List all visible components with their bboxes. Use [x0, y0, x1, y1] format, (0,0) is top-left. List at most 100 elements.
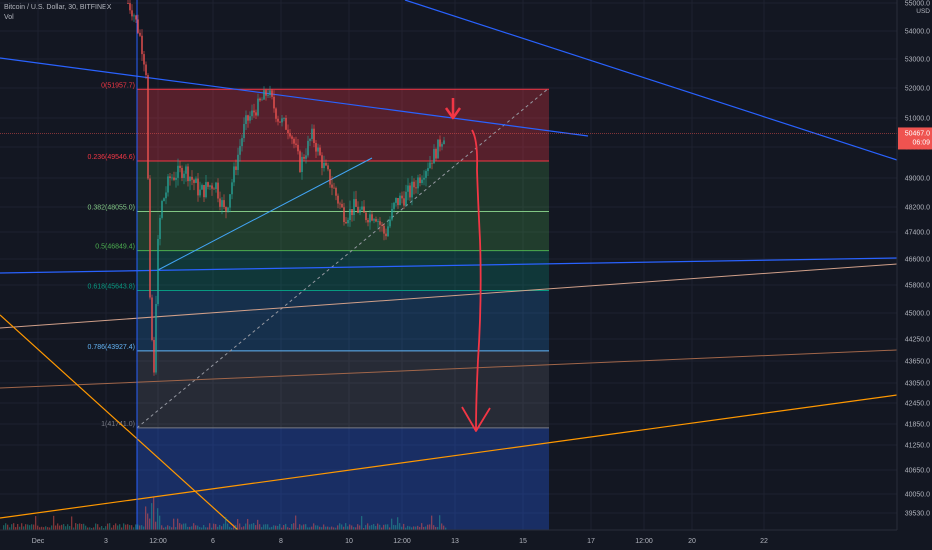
- volume-bar: [31, 524, 33, 530]
- volume-bar: [83, 523, 85, 530]
- trendline-orange: [0, 349, 898, 389]
- volume-bar: [25, 524, 27, 530]
- volume-bar: [347, 526, 349, 530]
- candle-body: [421, 179, 423, 183]
- candle-body: [159, 217, 161, 240]
- volume-bar: [37, 525, 39, 530]
- volume-bar: [259, 524, 261, 530]
- candle-body: [197, 178, 199, 196]
- volume-bar: [409, 526, 411, 530]
- volume-bar: [273, 525, 275, 530]
- price-tick-label: 54000.0: [905, 29, 930, 36]
- price-tick-label: 51000.0: [905, 116, 930, 123]
- candle-body: [245, 115, 247, 124]
- volume-bar: [265, 524, 267, 530]
- price-tick-label: 55000.0: [905, 1, 930, 8]
- time-tick-label: 10: [345, 538, 353, 545]
- volume-bar: [163, 527, 165, 530]
- price-tick-label: 46600.0: [905, 257, 930, 264]
- price-tick-label: 52000.0: [905, 86, 930, 93]
- candle-body: [341, 203, 343, 208]
- candle-body: [151, 297, 153, 340]
- candle-body: [417, 177, 419, 189]
- volume-bar: [27, 524, 29, 530]
- candle-body: [373, 219, 375, 221]
- volume-bar: [15, 527, 17, 530]
- volume-bar: [99, 527, 101, 530]
- candle-body: [255, 112, 257, 116]
- volume-bar: [307, 527, 309, 530]
- candle-body: [345, 221, 347, 224]
- candle-body: [363, 206, 365, 213]
- candle-body: [269, 90, 271, 96]
- volume-bar: [7, 524, 9, 530]
- volume-bar: [309, 527, 311, 530]
- candle-body: [233, 166, 235, 183]
- volume-bar: [417, 525, 419, 530]
- candle-body: [383, 225, 385, 234]
- candle-body: [143, 54, 145, 65]
- volume-bar: [21, 523, 23, 530]
- candle-body: [389, 219, 391, 227]
- volume-bar: [441, 523, 443, 530]
- volume-bar: [293, 523, 295, 530]
- volume-bar: [177, 518, 179, 530]
- volume-label[interactable]: Vol: [4, 14, 14, 21]
- volume-bar: [41, 526, 43, 530]
- fib-zone: [137, 350, 549, 428]
- volume-bar: [335, 527, 337, 530]
- volume-bar: [201, 527, 203, 530]
- candle-body: [179, 165, 181, 168]
- candle-body: [387, 226, 389, 237]
- volume-bar: [229, 526, 231, 530]
- price-tick-label: 41850.0: [905, 422, 930, 429]
- volume-bar: [427, 524, 429, 530]
- last-price-value: 50467.0: [905, 130, 930, 137]
- volume-bar: [33, 524, 35, 530]
- volume-bar: [359, 525, 361, 530]
- volume-bar: [343, 526, 345, 530]
- candle-body: [407, 185, 409, 192]
- candle-body: [131, 10, 133, 17]
- volume-bar: [425, 526, 427, 530]
- candle-body: [419, 177, 421, 183]
- volume-bar: [395, 525, 397, 530]
- volume-bar: [137, 524, 139, 530]
- time-tick-label: 12:00: [393, 538, 411, 545]
- candle-body: [367, 220, 369, 223]
- candle-body: [163, 198, 165, 202]
- volume-bar: [405, 527, 407, 530]
- candle-body: [157, 239, 159, 305]
- volume-bar: [17, 524, 19, 530]
- candle-body: [187, 166, 189, 182]
- candle-body: [439, 139, 441, 147]
- candle-body: [217, 182, 219, 199]
- candle-body: [301, 156, 303, 173]
- volume-bar: [47, 527, 49, 530]
- volume-bar: [193, 523, 195, 530]
- volume-bar: [235, 525, 237, 530]
- candle-body: [261, 99, 263, 101]
- volume-bar: [341, 524, 343, 530]
- volume-bar: [247, 518, 249, 530]
- symbol-title[interactable]: Bitcoin / U.S. Dollar, 30, BITFINEX: [4, 4, 112, 11]
- price-tick-label: 53000.0: [905, 57, 930, 64]
- candle-body: [231, 182, 233, 195]
- volume-bar: [305, 524, 307, 530]
- volume-bar: [181, 524, 183, 530]
- volume-bar: [53, 515, 55, 530]
- candle-body: [129, 3, 131, 11]
- volume-bar: [369, 525, 371, 530]
- volume-bar: [381, 527, 383, 530]
- volume-bar: [91, 527, 93, 530]
- candle-body: [237, 154, 239, 170]
- volume-bar: [429, 524, 431, 530]
- volume-bar: [431, 515, 433, 530]
- fib-level-label: 1(41741.0): [101, 421, 135, 428]
- candle-body: [165, 192, 167, 199]
- volume-bar: [121, 527, 123, 530]
- candle-body: [141, 35, 143, 55]
- volume-bar: [231, 527, 233, 530]
- volume-bar: [357, 524, 359, 530]
